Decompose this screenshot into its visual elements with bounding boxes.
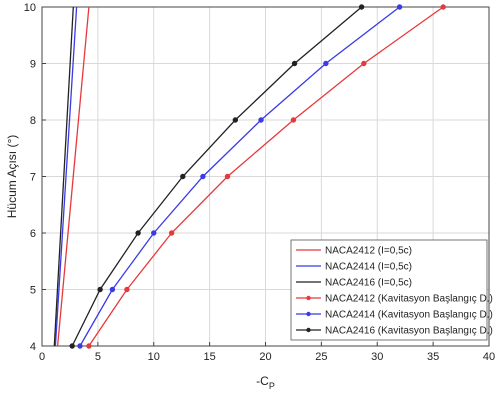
legend: NACA2412 (I=0,5c) NACA2414 (I=0,5c) NACA24… — [290, 239, 493, 341]
legend-item: NACA2416 (Kavitasyon Başlangıç D.) — [296, 326, 493, 337]
series-layer — [53, 4, 446, 349]
series-3 — [53, 6, 74, 347]
data-point — [258, 117, 264, 123]
x-tick-label: 5 — [95, 351, 101, 363]
legend-label: NACA2414 (Kavitasyon Başlangıç D.) — [325, 310, 493, 321]
data-point — [168, 230, 175, 236]
x-tick-label: 15 — [204, 351, 216, 363]
legend-label: NACA2412 (I=0,5c) — [325, 246, 412, 257]
series-line — [56, 6, 90, 347]
data-point — [224, 173, 231, 180]
legend-marker — [306, 311, 311, 317]
data-point — [180, 173, 186, 180]
data-point — [109, 286, 116, 293]
x-tick-label: 30 — [371, 351, 383, 363]
series-6 — [69, 4, 365, 349]
x-axis-ticks: 0 5 10 15 20 25 30 35 40 — [39, 342, 495, 363]
data-point — [69, 343, 75, 349]
x-tick-label: 10 — [148, 351, 160, 363]
data-point — [361, 60, 367, 67]
legend-item: NACA2414 (I=0,5c) — [296, 262, 412, 273]
data-point — [86, 343, 92, 349]
legend-marker — [306, 295, 311, 301]
legend-item: NACA2414 (Kavitasyon Başlangıç D.) — [296, 310, 493, 321]
data-point — [358, 4, 365, 10]
legend-label: NACA2412 (Kavitasyon Başlangıç D.) — [325, 294, 493, 305]
x-tick-label: 40 — [483, 351, 495, 363]
series-line — [54, 6, 78, 347]
y-tick-label: 5 — [30, 285, 36, 297]
legend-item: NACA2412 (Kavitasyon Başlangıç D.) — [296, 294, 493, 305]
data-point — [440, 4, 446, 10]
series-2 — [54, 6, 78, 347]
y-tick-label: 7 — [30, 172, 36, 184]
x-tick-label: 25 — [315, 351, 327, 363]
legend-box — [290, 239, 488, 341]
data-point — [77, 343, 83, 349]
x-tick-label: 20 — [259, 351, 271, 363]
series-5 — [77, 4, 403, 349]
x-tick-label: 35 — [427, 351, 439, 363]
y-tick-label: 9 — [30, 59, 36, 71]
legend-marker — [306, 327, 311, 333]
data-point — [291, 60, 298, 67]
data-point — [290, 117, 297, 123]
legend-label: NACA2414 (I=0,5c) — [325, 262, 412, 273]
data-point — [151, 230, 157, 236]
data-point — [97, 286, 103, 293]
y-tick-label: 10 — [24, 2, 36, 14]
x-axis-label: -CP — [256, 374, 275, 391]
legend-label: NACA2416 (I=0,5c) — [325, 278, 412, 289]
data-point — [232, 117, 239, 123]
data-point — [396, 4, 403, 10]
grid — [41, 6, 490, 347]
legend-item: NACA2416 (I=0,5c) — [296, 278, 412, 289]
legend-item: NACA2412 (I=0,5c) — [296, 246, 412, 257]
y-axis-label: Hücum Açısı (°) — [5, 135, 19, 218]
y-tick-label: 8 — [30, 115, 36, 127]
series-line — [53, 6, 74, 347]
data-point — [124, 286, 130, 293]
series-4 — [86, 4, 446, 349]
y-tick-label: 6 — [30, 228, 36, 240]
data-point — [135, 230, 141, 236]
data-point — [200, 173, 206, 180]
y-axis-ticks: 4 5 6 7 8 9 10 — [24, 2, 46, 353]
x-tick-label: 0 — [39, 351, 45, 363]
series-1 — [56, 6, 90, 347]
y-tick-label: 4 — [30, 341, 36, 353]
data-point — [323, 60, 329, 67]
legend-label: NACA2416 (Kavitasyon Başlangıç D.) — [325, 326, 493, 337]
